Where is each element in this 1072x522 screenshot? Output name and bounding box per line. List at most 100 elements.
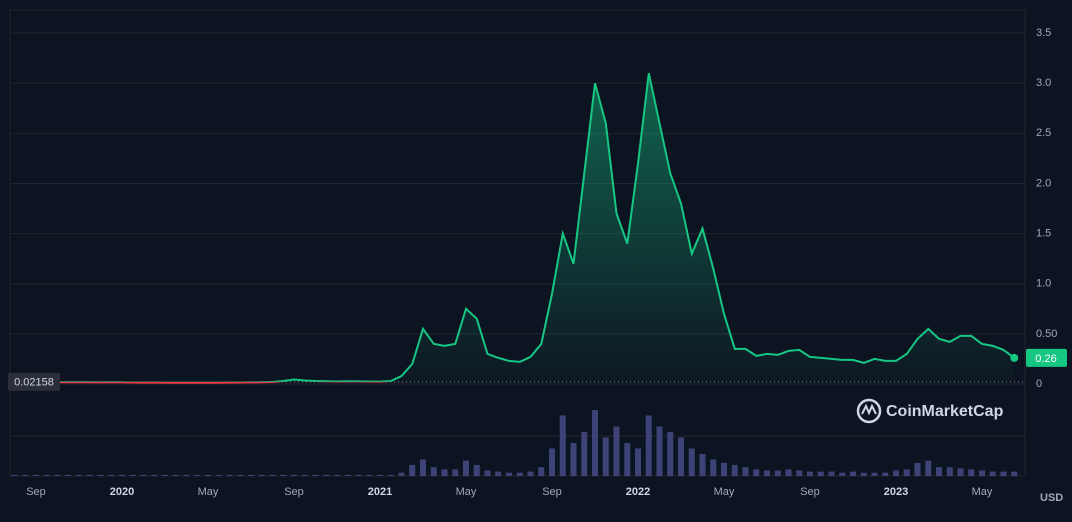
volume-bar	[291, 474, 297, 476]
volume-bar	[76, 474, 82, 476]
y-tick-label: 1.5	[1036, 228, 1051, 240]
volume-bar	[366, 474, 373, 476]
volume-bar	[624, 443, 631, 476]
volume-bar	[785, 469, 792, 476]
volume-bar	[280, 474, 287, 476]
x-tick-label: Sep	[284, 486, 304, 498]
volume-bar	[312, 474, 319, 476]
volume-bar	[742, 467, 749, 476]
price-line	[14, 72, 1015, 382]
volume-bar	[807, 471, 813, 476]
volume-bar	[183, 474, 190, 476]
volume-bar	[516, 472, 523, 476]
volume-bar	[656, 426, 663, 476]
volume-bar	[129, 474, 136, 476]
volume-bar	[753, 469, 760, 476]
volume-bar	[409, 465, 416, 476]
volume-bar	[699, 454, 706, 476]
x-tick-label: 2023	[884, 486, 908, 498]
current-price-label: 0.26	[1035, 353, 1056, 365]
volume-bar	[645, 415, 652, 476]
y-tick-label: 1.0	[1036, 278, 1051, 290]
x-tick-label: Sep	[800, 486, 820, 498]
baseline-box	[8, 372, 60, 391]
y-tick-label: 2.5	[1036, 127, 1051, 139]
y-tick-label: 0	[1036, 378, 1042, 390]
currency-label: USD	[1040, 492, 1063, 504]
volume-bar	[398, 472, 405, 476]
volume-bar	[559, 415, 566, 476]
volume-bar	[570, 443, 577, 476]
x-tick-label: 2021	[368, 486, 392, 498]
volume-bar	[387, 474, 394, 476]
volume-bar	[527, 471, 534, 476]
volume-bar	[473, 465, 480, 476]
volume-bar	[936, 467, 942, 476]
volume-bar	[678, 437, 684, 476]
volume-bar	[43, 474, 50, 476]
x-tick-label: Sep	[542, 486, 562, 498]
volume-bar	[989, 471, 996, 476]
volume-bar	[839, 472, 846, 476]
volume-bar	[903, 469, 910, 476]
watermark: CoinMarketCap	[856, 398, 1004, 424]
volume-bar	[796, 470, 803, 476]
volume-bar	[97, 474, 104, 476]
volume-bar	[86, 474, 93, 476]
volume-bar	[871, 472, 878, 476]
x-tick-label: May	[714, 486, 735, 498]
volume-bar	[258, 474, 265, 476]
volume-bar	[151, 474, 158, 476]
last-point	[1010, 353, 1019, 362]
volume-bar	[172, 474, 179, 476]
volume-bar	[538, 467, 545, 476]
volume-bar	[237, 474, 244, 476]
volume-bar	[205, 474, 211, 476]
price-line-below	[14, 381, 392, 384]
volume-bar	[215, 474, 222, 476]
volume-bar	[194, 474, 201, 476]
volume-bar	[1011, 471, 1018, 476]
y-tick-label: 3.0	[1036, 77, 1051, 89]
volume-bar	[323, 474, 330, 476]
volume-bar	[549, 448, 555, 476]
volume-bar	[968, 469, 975, 476]
volume-bar	[226, 474, 233, 476]
volume-bar	[65, 474, 72, 476]
volume-bar	[269, 474, 276, 476]
current-price-box	[1026, 348, 1067, 367]
volume-bar	[344, 474, 351, 476]
x-tick-label: May	[456, 486, 477, 498]
volume-bar	[108, 474, 115, 476]
volume-bar	[463, 460, 469, 476]
volume-bar	[688, 448, 695, 476]
volume-bar	[667, 432, 674, 476]
volume-bar	[1000, 471, 1007, 476]
volume-bar	[441, 469, 448, 476]
volume-bar	[301, 474, 308, 476]
volume-bar	[355, 474, 362, 476]
volume-bar	[613, 426, 620, 476]
volume-bar	[764, 470, 770, 476]
y-tick-label: 0.50	[1036, 328, 1057, 340]
volume-bar	[506, 472, 512, 476]
volume-bar	[162, 474, 168, 476]
y-tick-label: 3.5	[1036, 27, 1051, 39]
volume-bar	[946, 467, 953, 476]
volume-bar	[602, 437, 609, 476]
volume-bar	[248, 474, 254, 476]
volume-bar	[581, 432, 588, 476]
volume-bar	[377, 474, 383, 476]
volume-bar	[334, 474, 340, 476]
volume-bar	[592, 410, 598, 476]
volume-bar	[452, 469, 459, 476]
volume-bar	[721, 462, 727, 476]
volume-bar	[140, 474, 147, 476]
volume-bar	[430, 467, 437, 476]
volume-bar	[710, 459, 717, 476]
volume-bar	[731, 465, 738, 476]
volume-bar	[817, 471, 824, 476]
volume-bar	[860, 472, 867, 476]
